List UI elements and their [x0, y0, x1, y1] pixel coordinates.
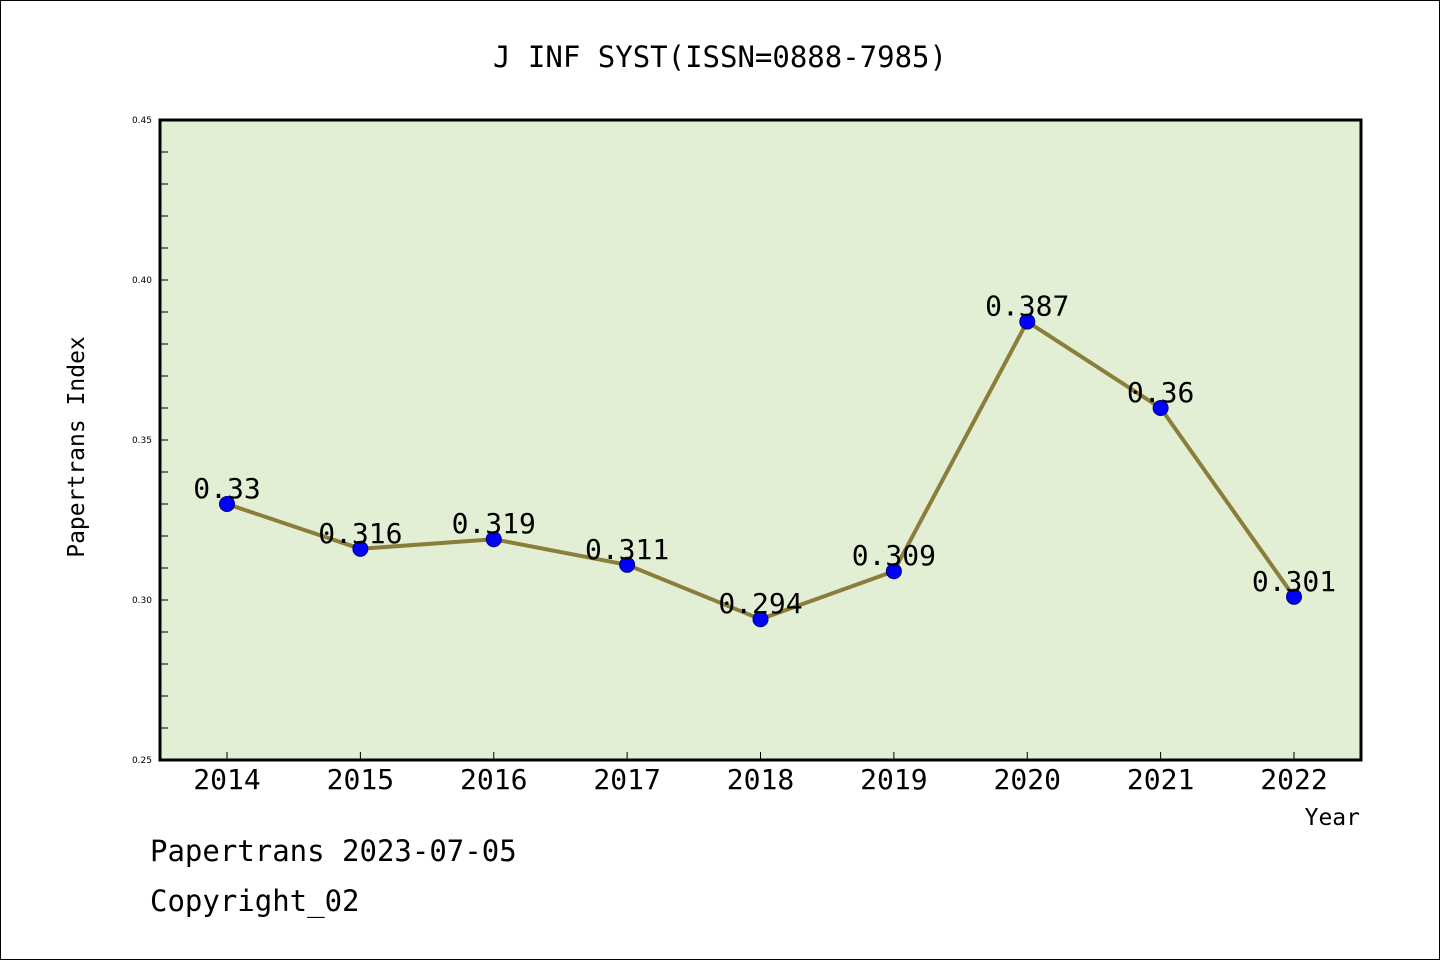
data-label: 0.309 [852, 539, 936, 572]
footer-copyright: Copyright_02 [150, 884, 360, 918]
y-axis-label: Papertrans Index [64, 336, 90, 558]
plot-background [160, 120, 1361, 760]
y-tick-label: 0.25 [132, 756, 152, 766]
x-tick-label: 2022 [1260, 763, 1327, 796]
x-tick-label: 2014 [193, 763, 260, 796]
data-label: 0.316 [318, 517, 402, 550]
plot-layer: 0.25 0.30 0.35 0.40 0.45 2014 2015 2016 2017 2018… [132, 116, 1363, 796]
data-label: 0.294 [718, 587, 802, 620]
x-tick-label: 2016 [460, 763, 527, 796]
data-point [752, 611, 769, 628]
chart-title: J INF SYST(ISSN=0888-7985) [493, 40, 947, 74]
data-point [352, 540, 369, 557]
data-point [1019, 313, 1036, 330]
data-point [885, 563, 902, 580]
y-tick-label: 0.45 [132, 116, 152, 126]
x-tick-label: 2015 [327, 763, 394, 796]
y-tick-label: 0.35 [132, 436, 152, 446]
x-tick-label: 2019 [860, 763, 927, 796]
data-point [485, 531, 502, 548]
y-tick-label: 0.30 [132, 596, 152, 606]
x-tick-label: 2021 [1127, 763, 1194, 796]
footer-date: Papertrans 2023-07-05 [150, 834, 517, 868]
data-label: 0.36 [1127, 376, 1194, 409]
y-tick-label: 0.40 [132, 276, 152, 286]
data-label: 0.387 [985, 290, 1069, 323]
data-label: 0.301 [1252, 565, 1336, 598]
data-point [219, 496, 235, 512]
x-axis-label: Year [1305, 805, 1360, 831]
data-point [1152, 400, 1169, 416]
x-tick-label: 2017 [593, 763, 660, 796]
plot-border [158, 118, 1363, 762]
data-point [619, 556, 636, 573]
data-label: 0.33 [193, 472, 260, 505]
x-tick-label: 2018 [727, 763, 794, 796]
data-label: 0.319 [452, 507, 536, 540]
data-point [1286, 588, 1302, 605]
x-tick-label: 2020 [994, 763, 1061, 796]
data-label: 0.311 [585, 533, 669, 566]
